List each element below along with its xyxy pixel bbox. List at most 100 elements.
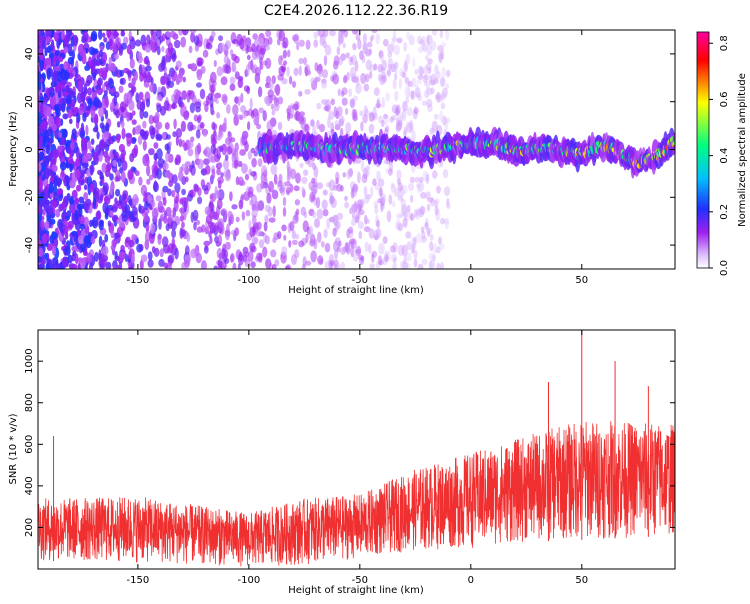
spectrogram-noise-blob [335, 171, 340, 182]
spectrogram-noise-blob [393, 257, 397, 263]
spectrogram-noise-blob [272, 237, 277, 244]
spectrogram-noise-blob [118, 251, 126, 259]
spectrogram-noise-blob [145, 65, 152, 72]
spectrogram-noise-blob [399, 68, 404, 77]
spectrogram-noise-blob [128, 210, 134, 219]
spectrogram-noise-blob [444, 219, 449, 230]
spectrogram-noise-blob [403, 210, 411, 221]
spectrogram-noise-blob [93, 96, 100, 108]
spectrogram-noise-blob [200, 179, 206, 188]
spectrogram-noise-blob [111, 214, 119, 222]
spectrogram-noise-blob [209, 211, 217, 219]
spectrogram-noise-blob [377, 64, 383, 73]
spectrogram-noise-blob [77, 262, 81, 269]
spectrogram-noise-blob [355, 75, 360, 88]
spectrogram-noise-blob [265, 258, 272, 269]
spectrogram-noise-blob [51, 231, 56, 238]
spectrogram-noise-blob [53, 191, 59, 202]
spectrogram-noise-blob [411, 236, 417, 243]
spectrogram-noise-blob [167, 188, 172, 197]
spectrogram-noise-blob [382, 38, 389, 47]
spectrogram-noise-blob [137, 51, 143, 61]
snr-x-label: Height of straight line (km) [288, 585, 424, 596]
spectrogram-noise-blob [253, 150, 258, 157]
spectrogram-noise-blob [78, 196, 85, 204]
spectrogram-noise-blob [42, 103, 47, 115]
spectrogram-noise-blob [274, 84, 280, 95]
spectrogram-noise-blob [118, 221, 125, 228]
spectrogram-noise-blob [396, 178, 401, 185]
spectrogram-noise-blob [224, 49, 229, 57]
spectrogram-noise-blob [193, 221, 197, 231]
spectrogram-noise-blob [365, 218, 370, 224]
spectrogram-noise-blob [199, 88, 206, 100]
spectrogram-noise-blob [349, 181, 356, 190]
spectrogram-noise-blob [420, 35, 427, 47]
spectrogram-noise-blob [203, 240, 211, 247]
spectrogram-noise-blob [179, 166, 184, 173]
spectrogram-noise-blob [175, 135, 179, 147]
spectrogram-noise-blob [415, 84, 420, 94]
spectrogram-noise-blob [223, 117, 227, 128]
spectrogram-noise-blob [346, 169, 352, 180]
spectrogram-noise-blob [183, 110, 190, 121]
spectrogram-noise-blob [352, 211, 356, 220]
spectrogram-noise-blob [396, 104, 401, 114]
spectrogram-noise-blob [360, 160, 365, 172]
spectrogram-noise-blob [174, 182, 181, 193]
spectrogram-noise-blob [363, 167, 368, 180]
spectrogram-noise-blob [82, 162, 89, 168]
spectrogram-noise-blob [119, 78, 124, 85]
spectrogram-noise-blob [439, 30, 444, 39]
spectrogram-noise-blob [446, 69, 451, 78]
spectrogram-noise-blob [196, 69, 203, 77]
spectrogram-noise-blob [298, 90, 303, 97]
spectrogram-noise-blob [416, 183, 421, 189]
spectrogram-noise-blob [246, 54, 251, 61]
spectrogram-noise-blob [351, 54, 357, 66]
spectrogram-noise-blob [376, 99, 381, 109]
spectrogram-noise-blob [44, 200, 50, 212]
spectrogram-noise-blob [347, 229, 354, 239]
spectrogram-noise-blob [153, 180, 158, 192]
spectrogram-noise-blob [234, 142, 239, 152]
spectrogram-noise-blob [358, 203, 363, 212]
spectrogram-noise-blob [381, 59, 387, 72]
spectrogram-noise-blob [314, 76, 321, 83]
spectrogram-noise-blob [200, 260, 207, 269]
spectrogram-noise-blob [92, 216, 99, 229]
spectrogram-noise-blob [168, 180, 174, 187]
spectrogram-noise-blob [369, 36, 374, 43]
spectrogram-noise-blob [426, 98, 433, 108]
spectrogram-noise-blob [236, 33, 243, 46]
spectrogram-noise-blob [339, 115, 345, 125]
spectrogram-noise-blob [86, 252, 93, 263]
spectrogram-noise-blob [65, 174, 69, 187]
spectrogram-noise-blob [344, 242, 351, 253]
spectrogram-noise-blob [94, 113, 99, 126]
spectrogram-noise-blob [51, 257, 59, 266]
spectrogram-noise-blob [429, 233, 434, 241]
spectrogram-noise-blob [162, 185, 169, 193]
spectrogram-noise-blob [396, 218, 401, 228]
spectrogram-noise-blob [363, 186, 368, 197]
spectrogram-noise-blob [424, 89, 430, 99]
spectrogram-noise-blob [302, 57, 308, 66]
spectrogram-noise-blob [363, 41, 368, 53]
spectrogram-noise-blob [51, 263, 58, 269]
spectrogram-noise-blob [289, 221, 295, 232]
spectrogram-noise-blob [312, 211, 317, 219]
spectrogram-noise-blob [44, 167, 50, 180]
spectrogram-noise-blob [229, 191, 233, 202]
spectrogram-noise-blob [75, 157, 80, 168]
spectrogram-noise-blob [434, 64, 439, 75]
spectrogram-noise-blob [352, 115, 358, 121]
spectrogram-noise-blob [431, 120, 438, 133]
spectrogram-noise-blob [217, 258, 223, 269]
spectrogram-noise-blob [43, 252, 48, 261]
spectrogram-noise-blob [260, 180, 265, 190]
spectrogram-noise-blob [66, 30, 71, 36]
spectrogram-noise-blob [55, 85, 61, 93]
spectrogram-noise-blob [148, 114, 154, 125]
spectrogram-noise-blob [54, 65, 60, 72]
